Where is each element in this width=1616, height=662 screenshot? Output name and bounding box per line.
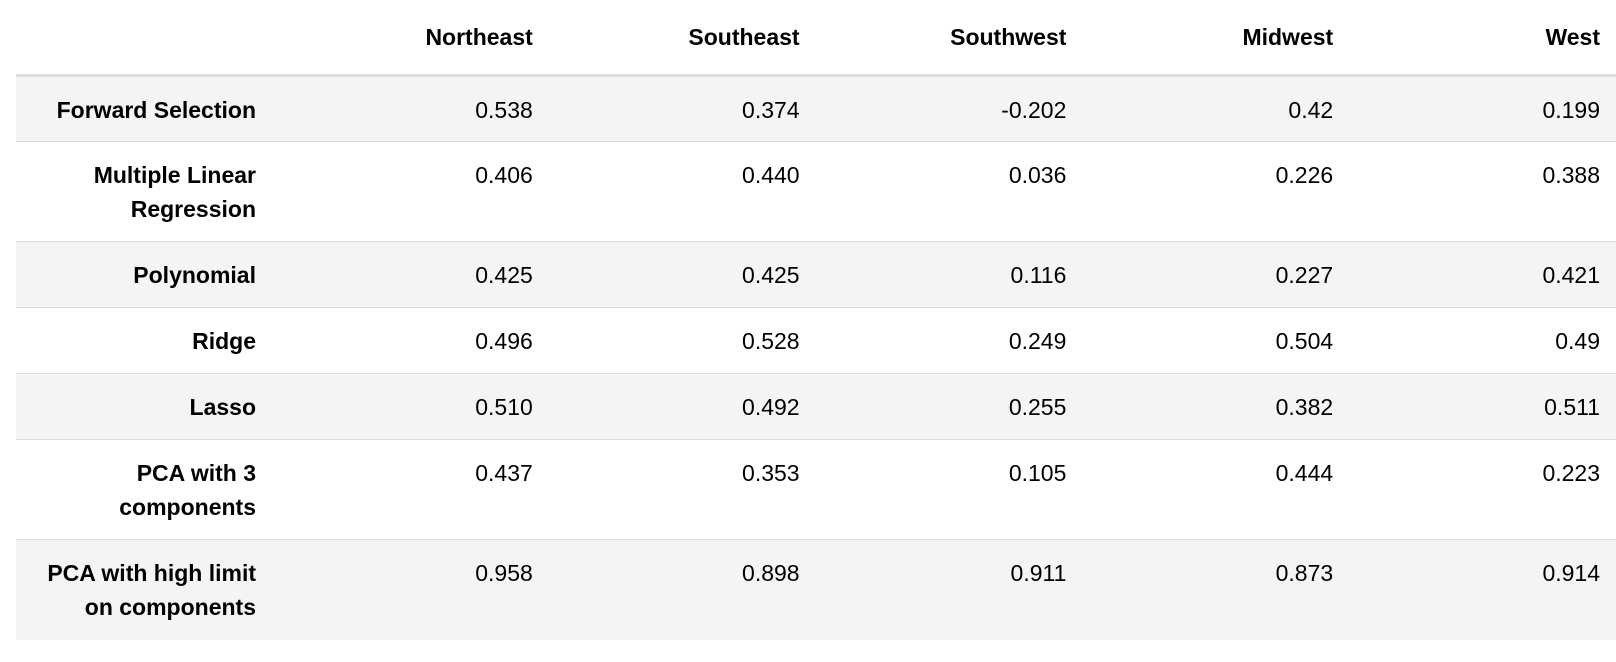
table-row: Lasso 0.510 0.492 0.255 0.382 0.511 bbox=[16, 373, 1616, 440]
table-row: Ridge 0.496 0.528 0.249 0.504 0.49 bbox=[16, 307, 1616, 374]
row-label: PCA with high limit on components bbox=[47, 560, 256, 620]
table-cell: 0.511 bbox=[1544, 394, 1600, 420]
table-cell: 0.492 bbox=[742, 394, 800, 420]
table-cell: 0.406 bbox=[475, 162, 533, 188]
table-row: PCA with 3 components 0.437 0.353 0.105 … bbox=[16, 439, 1616, 540]
results-table: Northeast Southeast Southwest Midwest We… bbox=[16, 0, 1616, 640]
table-cell: 0.510 bbox=[475, 394, 533, 420]
table-cell: 0.898 bbox=[742, 560, 800, 586]
table-cell: 0.116 bbox=[1010, 262, 1067, 288]
table-cell: 0.425 bbox=[475, 262, 533, 288]
table-cell: 0.958 bbox=[475, 560, 533, 586]
table-cell: 0.914 bbox=[1542, 560, 1600, 586]
table-cell: 0.388 bbox=[1542, 162, 1600, 188]
table-header-row: Northeast Southeast Southwest Midwest We… bbox=[16, 0, 1616, 77]
header-cell-midwest: Midwest bbox=[1082, 0, 1350, 77]
table-cell: 0.249 bbox=[1008, 328, 1067, 354]
row-label: Lasso bbox=[189, 394, 256, 420]
header-cell-northeast: Northeast bbox=[282, 0, 549, 77]
table-row: Multiple Linear Regression 0.406 0.440 0… bbox=[16, 141, 1616, 242]
table-cell: 0.528 bbox=[742, 328, 800, 354]
table-cell: 0.223 bbox=[1542, 460, 1600, 486]
table-cell: 0.42 bbox=[1288, 97, 1334, 123]
table-cell: 0.437 bbox=[475, 460, 533, 486]
table-cell: 0.036 bbox=[1008, 162, 1067, 188]
table-cell: 0.49 bbox=[1555, 328, 1600, 354]
table-cell: 0.421 bbox=[1542, 262, 1600, 288]
row-label: Polynomial bbox=[133, 262, 256, 288]
header-cell-southeast: Southeast bbox=[548, 0, 816, 77]
table-cell: 0.911 bbox=[1010, 560, 1067, 586]
table-cell: 0.444 bbox=[1275, 460, 1334, 486]
table-cell: 0.538 bbox=[475, 97, 533, 123]
table-cell: 0.199 bbox=[1542, 97, 1600, 123]
table-cell: 0.105 bbox=[1008, 460, 1067, 486]
header-cell-west: West bbox=[1349, 0, 1616, 77]
row-label: Ridge bbox=[192, 328, 256, 354]
row-label: Multiple Linear Regression bbox=[93, 162, 256, 222]
table-cell: 0.440 bbox=[742, 162, 800, 188]
row-label: PCA with 3 components bbox=[119, 460, 256, 520]
table-cell: 0.226 bbox=[1275, 162, 1334, 188]
row-label: Forward Selection bbox=[56, 97, 256, 123]
table-cell: 0.873 bbox=[1275, 560, 1334, 586]
table-row: PCA with high limit on components 0.958 … bbox=[16, 539, 1616, 640]
table-cell: 0.496 bbox=[475, 328, 533, 354]
header-cell-southwest: Southwest bbox=[815, 0, 1083, 77]
table-cell: 0.227 bbox=[1275, 262, 1334, 288]
table-cell: -0.202 bbox=[1001, 97, 1067, 123]
table-cell: 0.255 bbox=[1008, 394, 1067, 420]
table-row: Polynomial 0.425 0.425 0.116 0.227 0.421 bbox=[16, 241, 1616, 308]
header-cell-corner bbox=[16, 0, 282, 77]
table-row: Forward Selection 0.538 0.374 -0.202 0.4… bbox=[16, 75, 1616, 142]
table-cell: 0.374 bbox=[742, 97, 800, 123]
table-cell: 0.353 bbox=[742, 460, 800, 486]
results-table-container: Northeast Southeast Southwest Midwest We… bbox=[16, 0, 1616, 640]
table-cell: 0.425 bbox=[742, 262, 800, 288]
table-cell: 0.382 bbox=[1275, 394, 1334, 420]
table-cell: 0.504 bbox=[1275, 328, 1334, 354]
